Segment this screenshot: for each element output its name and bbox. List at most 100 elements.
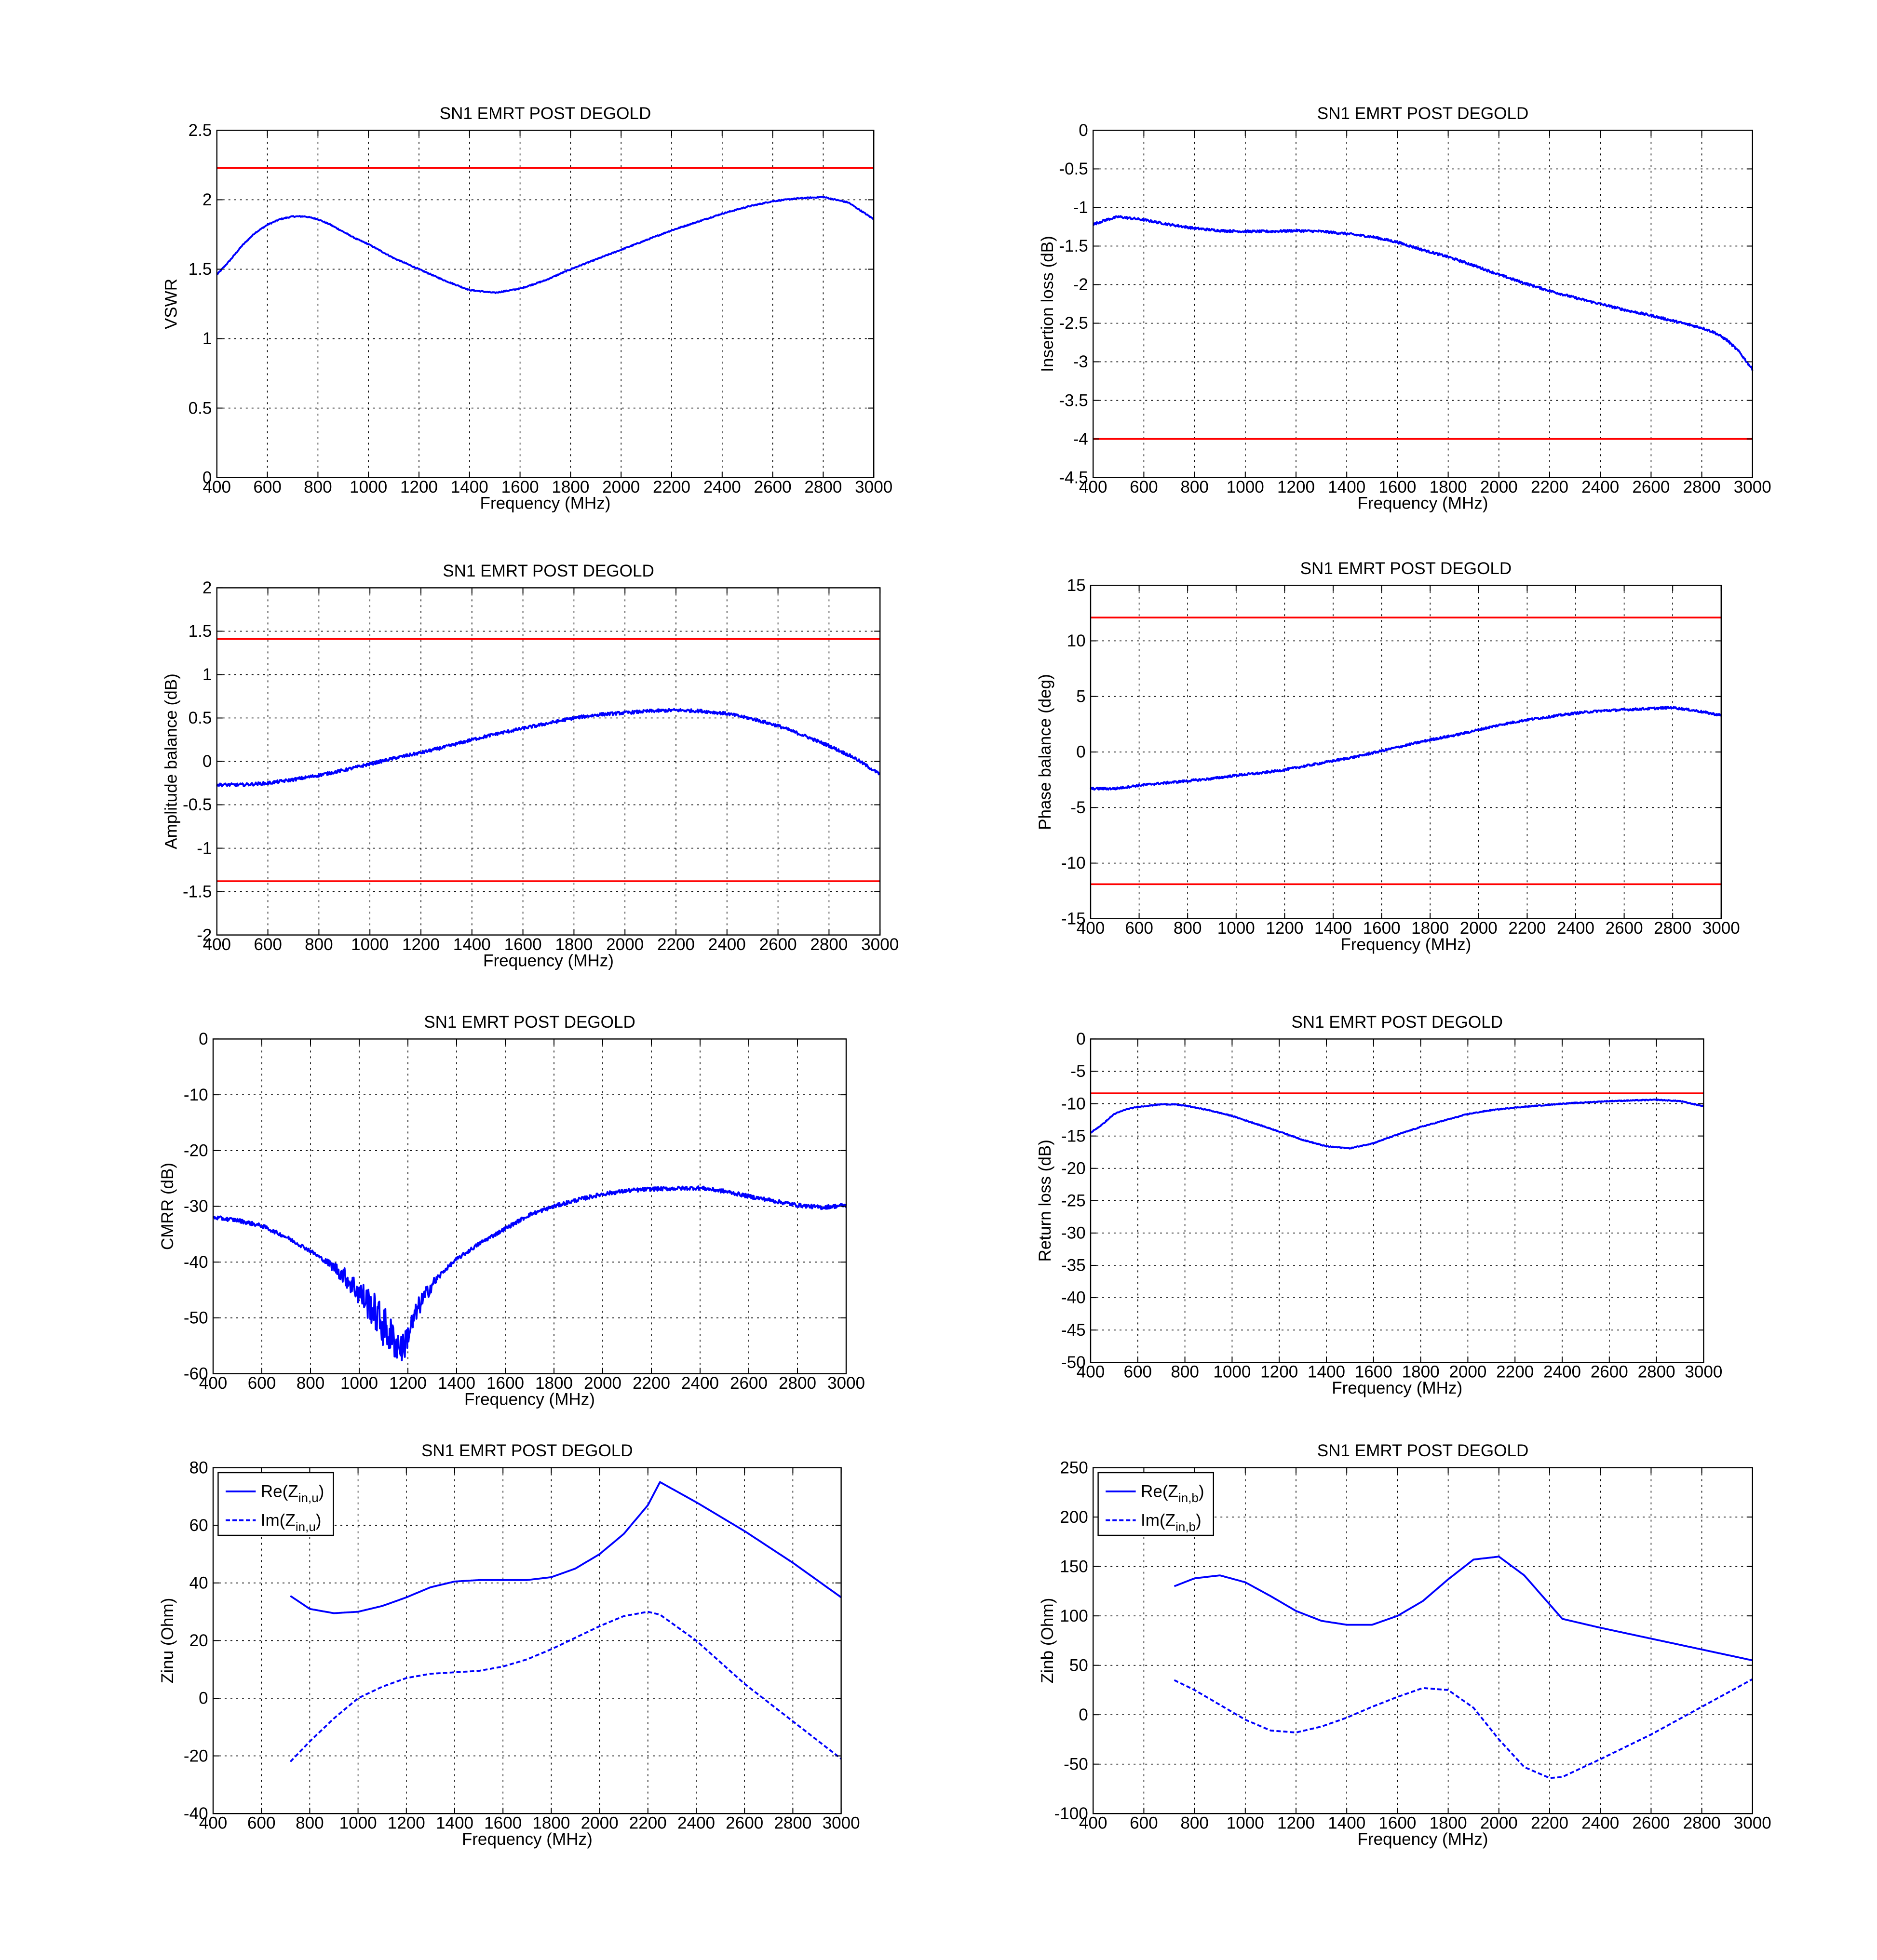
x-tick-label: 3000 bbox=[1685, 1362, 1722, 1381]
y-tick-label: 250 bbox=[1060, 1458, 1088, 1477]
y-axis-label: Insertion loss (dB) bbox=[1038, 236, 1057, 372]
chart-panel-5: 400 600 800 1000 1200 1400 1600 1800 2000 2200 240… bbox=[158, 1013, 865, 1409]
data-series-2 bbox=[1174, 1678, 1753, 1779]
x-tick-label: 600 bbox=[1124, 1362, 1152, 1381]
y-tick-label: 0 bbox=[1079, 1705, 1088, 1724]
y-tick-label: 2 bbox=[203, 578, 212, 597]
x-tick-label: 1400 bbox=[453, 935, 491, 954]
y-tick-label: -1.5 bbox=[183, 882, 212, 901]
chart-panel-7: 400 600 800 1000 1200 1400 1600 1800 2000 2200 240… bbox=[158, 1441, 860, 1849]
data-series-1 bbox=[290, 1481, 842, 1614]
x-tick-label: 3000 bbox=[823, 1813, 860, 1832]
x-tick-label: 800 bbox=[297, 1374, 325, 1393]
x-tick-label: 1600 bbox=[501, 478, 539, 497]
x-tick-label: 2400 bbox=[681, 1374, 719, 1393]
x-axis-label: Frequency (MHz) bbox=[1358, 1830, 1488, 1849]
x-tick-label: 2200 bbox=[1531, 1813, 1568, 1832]
plot-area bbox=[1091, 585, 1721, 919]
chart-panel-1: 400 600 800 1000 1200 1400 1600 1800 2000 2200 240… bbox=[162, 104, 893, 513]
plot-area bbox=[1093, 130, 1753, 478]
y-tick-label: -10 bbox=[1061, 854, 1086, 873]
chart-title: SN1 EMRT POST DEGOLD bbox=[424, 1013, 635, 1032]
y-tick-label: -50 bbox=[184, 1309, 208, 1328]
x-tick-label: 1400 bbox=[436, 1813, 473, 1832]
x-tick-label: 2600 bbox=[754, 478, 792, 497]
y-tick-label: 1.5 bbox=[189, 622, 212, 641]
x-tick-label: 1400 bbox=[438, 1374, 475, 1393]
x-tick-label: 3000 bbox=[1734, 478, 1771, 497]
x-tick-label: 1000 bbox=[350, 478, 387, 497]
y-tick-label: -2 bbox=[197, 926, 212, 944]
x-tick-label: 600 bbox=[1130, 478, 1158, 497]
y-tick-label: 40 bbox=[189, 1574, 208, 1593]
y-tick-label: -0.5 bbox=[183, 795, 212, 814]
chart-panel-6: 400 600 800 1000 1200 1400 1600 1800 2000 2200 240… bbox=[1036, 1013, 1723, 1397]
x-tick-label: 2800 bbox=[774, 1813, 811, 1832]
legend-box bbox=[1097, 1472, 1215, 1536]
y-tick-label: -50 bbox=[1061, 1353, 1086, 1372]
y-tick-label: -10 bbox=[184, 1086, 208, 1104]
chart-title: SN1 EMRT POST DEGOLD bbox=[421, 1441, 633, 1460]
chart-panel-3: 400 600 800 1000 1200 1400 1600 1800 2000 2200 240… bbox=[162, 562, 899, 970]
x-tick-label: 600 bbox=[1125, 919, 1153, 938]
x-tick-label: 2200 bbox=[1496, 1362, 1534, 1381]
chart-title: SN1 EMRT POST DEGOLD bbox=[1300, 559, 1512, 578]
x-tick-label: 1400 bbox=[1328, 478, 1365, 497]
x-tick-label: 2800 bbox=[1683, 1813, 1721, 1832]
x-tick-label: 1200 bbox=[1260, 1362, 1298, 1381]
x-tick-label: 1000 bbox=[1217, 919, 1255, 938]
x-tick-label: 600 bbox=[248, 1374, 276, 1393]
y-axis-label: Zinu (Ohm) bbox=[158, 1598, 177, 1683]
x-tick-label: 800 bbox=[1180, 478, 1209, 497]
x-tick-label: 2400 bbox=[1543, 1362, 1581, 1381]
x-tick-label: 1200 bbox=[1277, 478, 1315, 497]
y-tick-label: 10 bbox=[1067, 631, 1086, 650]
x-tick-label: 1800 bbox=[555, 935, 593, 954]
x-tick-label: 2800 bbox=[1638, 1362, 1675, 1381]
x-tick-label: 2800 bbox=[810, 935, 848, 954]
y-tick-label: 0 bbox=[1076, 743, 1086, 762]
x-tick-label: 1000 bbox=[339, 1813, 377, 1832]
x-tick-label: 2400 bbox=[1581, 478, 1619, 497]
y-tick-label: -30 bbox=[184, 1197, 208, 1216]
x-tick-label: 1000 bbox=[1227, 1813, 1264, 1832]
x-tick-label: 3000 bbox=[861, 935, 899, 954]
x-tick-label: 1800 bbox=[552, 478, 589, 497]
y-axis-label: VSWR bbox=[162, 279, 181, 329]
y-tick-label: -4.5 bbox=[1059, 468, 1088, 487]
chart-panel-2: 400 600 800 1000 1200 1400 1600 1800 2000 2200 240… bbox=[1038, 104, 1771, 513]
y-tick-label: 0 bbox=[203, 752, 212, 771]
y-tick-label: -4 bbox=[1073, 430, 1088, 448]
x-tick-label: 2400 bbox=[1581, 1813, 1619, 1832]
y-axis-label: CMRR (dB) bbox=[158, 1163, 177, 1250]
y-tick-label: 100 bbox=[1060, 1607, 1088, 1625]
y-tick-label: -100 bbox=[1054, 1804, 1088, 1823]
y-tick-label: 1 bbox=[203, 329, 212, 348]
y-tick-label: -25 bbox=[1061, 1192, 1086, 1210]
x-tick-label: 1200 bbox=[1266, 919, 1303, 938]
x-tick-label: 800 bbox=[1174, 919, 1202, 938]
x-tick-label: 2600 bbox=[1632, 1813, 1670, 1832]
x-tick-label: 2200 bbox=[633, 1374, 670, 1393]
x-tick-label: 2000 bbox=[606, 935, 644, 954]
data-series-1 bbox=[216, 196, 875, 294]
chart-title: SN1 EMRT POST DEGOLD bbox=[1317, 104, 1529, 123]
y-tick-label: -15 bbox=[1061, 910, 1086, 928]
axes-frame bbox=[1092, 130, 1753, 478]
x-tick-label: 400 bbox=[199, 1374, 228, 1393]
y-tick-label: -1.5 bbox=[1059, 237, 1088, 255]
y-tick-label: -15 bbox=[1061, 1127, 1086, 1145]
y-tick-label: -10 bbox=[1061, 1094, 1086, 1113]
data-series-1 bbox=[212, 1185, 847, 1361]
x-tick-label: 400 bbox=[203, 935, 231, 954]
x-axis-label: Frequency (MHz) bbox=[1340, 935, 1471, 954]
y-tick-label: 2 bbox=[203, 190, 212, 209]
x-axis-label: Frequency (MHz) bbox=[1332, 1379, 1462, 1397]
axes-frame bbox=[216, 130, 875, 478]
x-tick-label: 1600 bbox=[504, 935, 542, 954]
chart-title: SN1 EMRT POST DEGOLD bbox=[443, 562, 654, 580]
y-tick-label: 15 bbox=[1067, 576, 1086, 595]
x-tick-label: 1000 bbox=[340, 1374, 378, 1393]
x-tick-label: 1200 bbox=[400, 478, 438, 497]
x-tick-label: 2600 bbox=[759, 935, 797, 954]
